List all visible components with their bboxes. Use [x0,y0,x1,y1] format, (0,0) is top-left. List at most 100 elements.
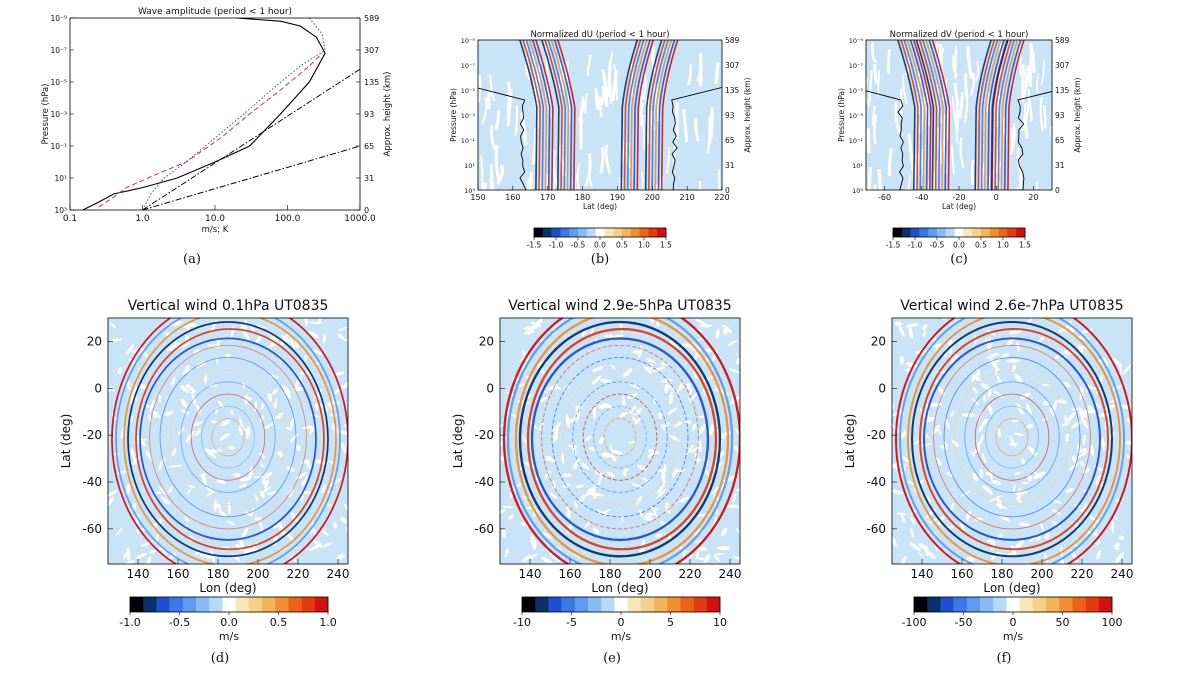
field-speckle [932,343,945,348]
colorbar-swatch [288,597,302,612]
field-speckle [281,384,292,394]
field-speckle [1020,392,1031,399]
field-speckle [657,469,667,473]
field-speckle [145,556,151,564]
field-speckle [658,412,663,420]
field-speckle [190,390,197,394]
field-streak [1009,123,1016,155]
field-speckle [548,491,558,499]
field-streak [959,137,965,169]
field-speckle [266,492,274,496]
y-right-tick-label: 135 [1055,86,1070,95]
field-speckle [158,392,162,404]
inner-ring [159,357,297,518]
wave-band [644,40,663,190]
colorbar-swatch [1085,597,1100,612]
colorbar-tick-label: -50 [955,616,973,629]
field-speckle [238,422,244,436]
y-tick-label: 20 [87,334,102,348]
field-streak [506,89,513,127]
field-speckle [1014,539,1024,551]
field-speckle [679,496,690,503]
field-streak [1022,65,1030,96]
field-speckle [140,439,147,442]
field-speckle [186,488,192,495]
inner-ring [603,417,637,457]
field-speckle [188,322,197,327]
field-speckle [532,539,537,551]
field-speckle [108,496,114,506]
wave-band [651,40,669,190]
field-speckle [965,557,975,562]
wave-band [654,40,673,190]
field-streak [494,144,501,182]
wave-band [977,40,996,190]
x-tick-label: 200 [247,567,270,581]
colorbar-tick-label: -1.0 [119,616,140,629]
field-speckle [239,477,252,482]
field-speckle [690,445,701,453]
field-speckle [544,470,551,480]
colorbar-swatch [595,228,605,237]
field-speckle [210,420,218,424]
field-speckle [242,527,249,538]
y-tick-label: -60 [474,522,494,536]
field-speckle [332,522,338,529]
colorbar-swatch [604,228,614,237]
field-speckle [186,323,190,331]
field-streak [651,46,657,75]
wave-band [997,40,1016,190]
field-speckle [276,451,284,457]
wave-band [925,40,944,190]
colorbar-swatch [1059,597,1073,612]
field-streak [1023,115,1029,139]
field-speckle [551,480,556,489]
wave-band [535,40,554,190]
field-streak [698,180,702,190]
field-speckle [926,495,931,505]
y-tick-label: 10⁻³ [461,112,476,120]
y-right-axis-label: Approx. height (km) [383,72,393,157]
field-speckle [244,332,250,341]
field-speckle [201,472,207,486]
field-speckle [655,533,663,538]
field-speckle [674,421,682,427]
field-speckle [715,328,720,339]
wave-band [531,40,551,190]
field-speckle [1018,522,1030,527]
y-tick-label: 20 [871,334,886,348]
field-speckle [1080,417,1089,429]
y-tick-label: 10⁻¹ [461,137,476,145]
field-speckle [637,464,647,471]
y-tick-label: -20 [82,428,102,442]
y-tick-label: 10⁻⁹ [849,37,864,45]
colorbar-swatch [953,597,968,612]
colorbar-swatch [275,597,289,612]
field-speckle [125,344,135,356]
x-tick-label: 200 [645,193,660,202]
field-speckle [1016,402,1024,415]
field-streak [942,79,948,102]
field-speckle [982,418,989,425]
plot-area [500,318,740,564]
colorbar-tick-label: -1.5 [886,241,901,250]
wave-band [918,40,938,190]
field-speckle [256,324,266,330]
field-streak [584,153,592,187]
field-speckle [1017,487,1022,502]
wave-ring [911,321,1113,558]
y-right-tick-label: 65 [725,136,735,145]
y-axis-label: Pressure (hPa) [41,84,51,145]
colorbar-swatch [945,228,955,237]
colorbar-swatch [262,597,276,612]
wave-ring [899,318,1125,564]
field-speckle [238,483,248,489]
wave-band [994,40,1012,190]
field-speckle [689,388,693,396]
field-speckle [566,523,573,534]
field-speckle [216,503,222,511]
colorbar-swatch [998,228,1008,237]
panel-label: (d) [211,651,229,666]
field-streak [599,146,605,174]
